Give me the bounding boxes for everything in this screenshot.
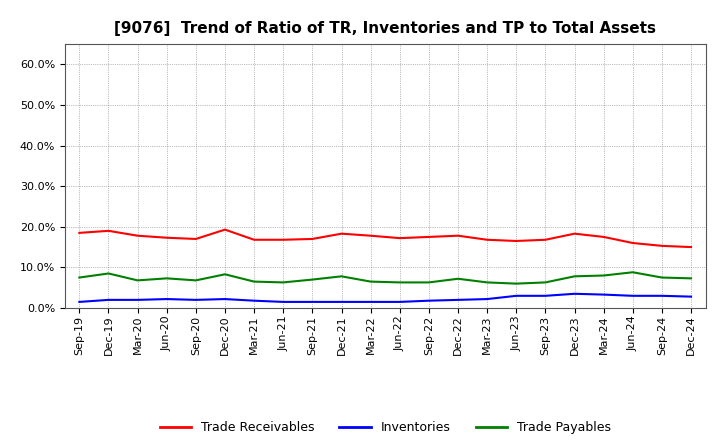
Trade Payables: [133, 278, 142, 283]
Inventories: [541, 293, 550, 298]
Trade Payables: [250, 279, 258, 284]
Inventories: [308, 299, 317, 304]
Trade Payables: [192, 278, 200, 283]
Inventories: [657, 293, 666, 298]
Inventories: [220, 297, 229, 302]
Trade Payables: [104, 271, 113, 276]
Trade Receivables: [75, 230, 84, 235]
Inventories: [366, 299, 375, 304]
Trade Receivables: [250, 237, 258, 242]
Inventories: [163, 297, 171, 302]
Trade Payables: [541, 280, 550, 285]
Trade Payables: [599, 273, 608, 278]
Inventories: [279, 299, 287, 304]
Inventories: [395, 299, 404, 304]
Trade Receivables: [308, 236, 317, 242]
Trade Receivables: [163, 235, 171, 240]
Trade Payables: [512, 281, 521, 286]
Inventories: [104, 297, 113, 303]
Trade Receivables: [192, 236, 200, 242]
Inventories: [133, 297, 142, 303]
Inventories: [337, 299, 346, 304]
Trade Receivables: [512, 238, 521, 244]
Trade Receivables: [541, 237, 550, 242]
Trade Payables: [366, 279, 375, 284]
Trade Payables: [570, 274, 579, 279]
Inventories: [599, 292, 608, 297]
Line: Inventories: Inventories: [79, 294, 691, 302]
Trade Payables: [425, 280, 433, 285]
Trade Payables: [629, 270, 637, 275]
Trade Payables: [657, 275, 666, 280]
Trade Receivables: [687, 245, 696, 250]
Trade Receivables: [133, 233, 142, 238]
Line: Trade Receivables: Trade Receivables: [79, 230, 691, 247]
Trade Receivables: [220, 227, 229, 232]
Trade Receivables: [395, 235, 404, 241]
Trade Receivables: [599, 234, 608, 239]
Trade Receivables: [279, 237, 287, 242]
Trade Payables: [687, 276, 696, 281]
Trade Payables: [163, 276, 171, 281]
Legend: Trade Receivables, Inventories, Trade Payables: Trade Receivables, Inventories, Trade Pa…: [155, 416, 616, 439]
Trade Receivables: [657, 243, 666, 249]
Line: Trade Payables: Trade Payables: [79, 272, 691, 284]
Trade Payables: [75, 275, 84, 280]
Inventories: [570, 291, 579, 297]
Trade Payables: [454, 276, 462, 282]
Trade Receivables: [366, 233, 375, 238]
Trade Payables: [337, 274, 346, 279]
Inventories: [629, 293, 637, 298]
Inventories: [483, 297, 492, 302]
Trade Receivables: [104, 228, 113, 234]
Trade Payables: [220, 271, 229, 277]
Inventories: [454, 297, 462, 303]
Trade Payables: [308, 277, 317, 282]
Inventories: [75, 299, 84, 304]
Trade Receivables: [629, 240, 637, 246]
Title: [9076]  Trend of Ratio of TR, Inventories and TP to Total Assets: [9076] Trend of Ratio of TR, Inventories…: [114, 21, 656, 36]
Inventories: [512, 293, 521, 298]
Trade Receivables: [570, 231, 579, 236]
Trade Receivables: [483, 237, 492, 242]
Trade Payables: [279, 280, 287, 285]
Trade Receivables: [425, 234, 433, 239]
Inventories: [425, 298, 433, 303]
Inventories: [687, 294, 696, 299]
Trade Receivables: [454, 233, 462, 238]
Trade Receivables: [337, 231, 346, 236]
Inventories: [192, 297, 200, 303]
Trade Payables: [395, 280, 404, 285]
Trade Payables: [483, 280, 492, 285]
Inventories: [250, 298, 258, 303]
